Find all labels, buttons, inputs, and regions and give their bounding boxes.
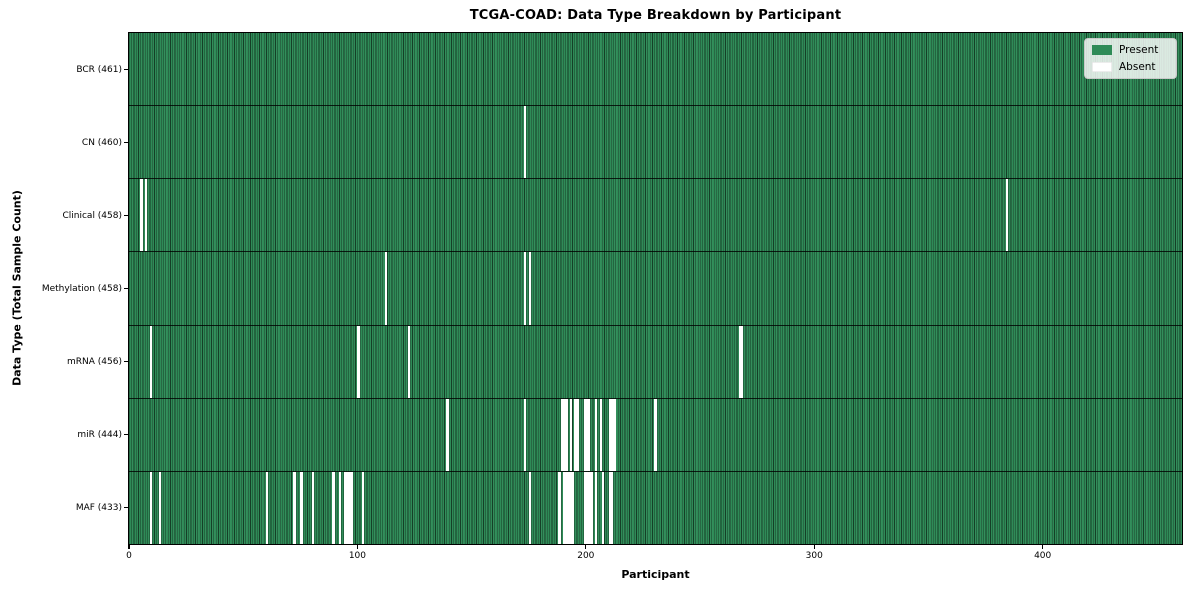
absent-mark [588, 398, 591, 471]
absent-mark [594, 471, 598, 544]
plot-area [128, 32, 1183, 545]
x-tick-label-100: 100 [348, 551, 366, 561]
absent-mark [144, 179, 148, 252]
absent-mark [332, 471, 335, 544]
absent-mark [601, 471, 605, 544]
absent-mark [293, 471, 296, 544]
legend-item-present: Present [1092, 44, 1169, 56]
legend-label-absent: Absent [1119, 61, 1156, 73]
absent-mark [569, 398, 573, 471]
heatmap-row-Clinical [129, 178, 1182, 252]
x-axis-label: Participant [621, 568, 690, 581]
x-tick-label-0: 0 [126, 551, 132, 561]
absent-mark [583, 471, 586, 544]
absent-mark [585, 471, 589, 544]
y-tick-mark [124, 214, 128, 217]
chart-title: TCGA-COAD: Data Type Breakdown by Partic… [469, 8, 842, 23]
absent-mark [560, 398, 563, 471]
heatmap-row-CN [129, 105, 1182, 179]
y-tick-mark [124, 360, 128, 363]
y-tick-mark [124, 433, 128, 436]
absent-mark [738, 325, 742, 398]
absent-mark [158, 471, 161, 544]
absent-mark [610, 471, 614, 544]
absent-mark [562, 471, 566, 544]
legend-item-absent: Absent [1092, 61, 1169, 73]
legend: Present Absent [1084, 38, 1177, 79]
y-tick-label-MAF: MAF (433) [75, 502, 122, 513]
absent-mark [339, 471, 342, 544]
absent-mark [567, 471, 570, 544]
heatmap-row-mRNA [129, 324, 1182, 398]
y-tick-label-BCR: BCR (461) [76, 64, 122, 75]
heatmap-row-MAF [129, 470, 1182, 544]
absent-mark [576, 398, 579, 471]
absent-mark [574, 398, 577, 471]
absent-mark [569, 471, 573, 544]
absent-mark [350, 471, 353, 544]
absent-mark [140, 179, 143, 252]
absent-mark [528, 471, 531, 544]
y-tick-label-Clinical: Clinical (458) [62, 210, 122, 221]
absent-mark [613, 398, 616, 471]
absent-mark [583, 398, 586, 471]
y-tick-label-CN: CN (460) [81, 137, 122, 148]
absent-mark [300, 471, 303, 544]
x-tick-mark [128, 545, 130, 549]
absent-mark [311, 471, 314, 544]
absent-mark [610, 398, 614, 471]
absent-mark [348, 471, 351, 544]
present-swatch-icon [1092, 45, 1112, 55]
absent-mark [446, 398, 449, 471]
x-tick-label-300: 300 [805, 551, 823, 561]
absent-mark [654, 398, 657, 471]
heatmap-row-Methylation [129, 251, 1182, 325]
absent-mark [741, 325, 744, 398]
x-tick-label-400: 400 [1034, 551, 1052, 561]
absent-mark [524, 106, 527, 179]
absent-mark [599, 398, 602, 471]
absent-mark [345, 471, 349, 544]
absent-mark [266, 471, 269, 544]
absent-mark [1006, 179, 1009, 252]
x-tick-mark [585, 545, 587, 549]
x-tick-mark [356, 545, 358, 549]
y-tick-mark [124, 68, 128, 71]
legend-label-present: Present [1119, 44, 1159, 56]
absent-mark [594, 398, 598, 471]
y-tick-label-miR: miR (444) [77, 429, 122, 440]
absent-mark [343, 471, 346, 544]
absent-mark [524, 398, 527, 471]
y-tick-mark [124, 287, 128, 290]
y-tick-label-mRNA: mRNA (456) [67, 356, 122, 367]
y-tick-label-Methylation: Methylation (458) [41, 283, 122, 294]
y-tick-mark [124, 506, 128, 509]
absent-mark [384, 252, 388, 325]
absent-mark [585, 398, 589, 471]
absent-mark [558, 471, 561, 544]
absent-mark [572, 471, 575, 544]
x-tick-mark [813, 545, 815, 549]
heatmap-row-miR [129, 397, 1182, 471]
absent-mark [407, 325, 410, 398]
x-tick-mark [1042, 545, 1044, 549]
absent-mark [565, 471, 568, 544]
absent-swatch-icon [1092, 62, 1112, 72]
absent-mark [528, 252, 531, 325]
absent-mark [590, 471, 593, 544]
absent-mark [357, 325, 360, 398]
y-tick-mark [124, 141, 128, 144]
absent-mark [562, 398, 566, 471]
absent-mark [608, 398, 611, 471]
x-tick-label-200: 200 [577, 551, 595, 561]
heatmap-row-BCR [129, 33, 1182, 106]
absent-mark [588, 471, 591, 544]
absent-mark [149, 325, 152, 398]
absent-mark [361, 471, 365, 544]
absent-mark [149, 471, 152, 544]
absent-mark [608, 471, 611, 544]
absent-mark [524, 252, 527, 325]
absent-mark [565, 398, 568, 471]
